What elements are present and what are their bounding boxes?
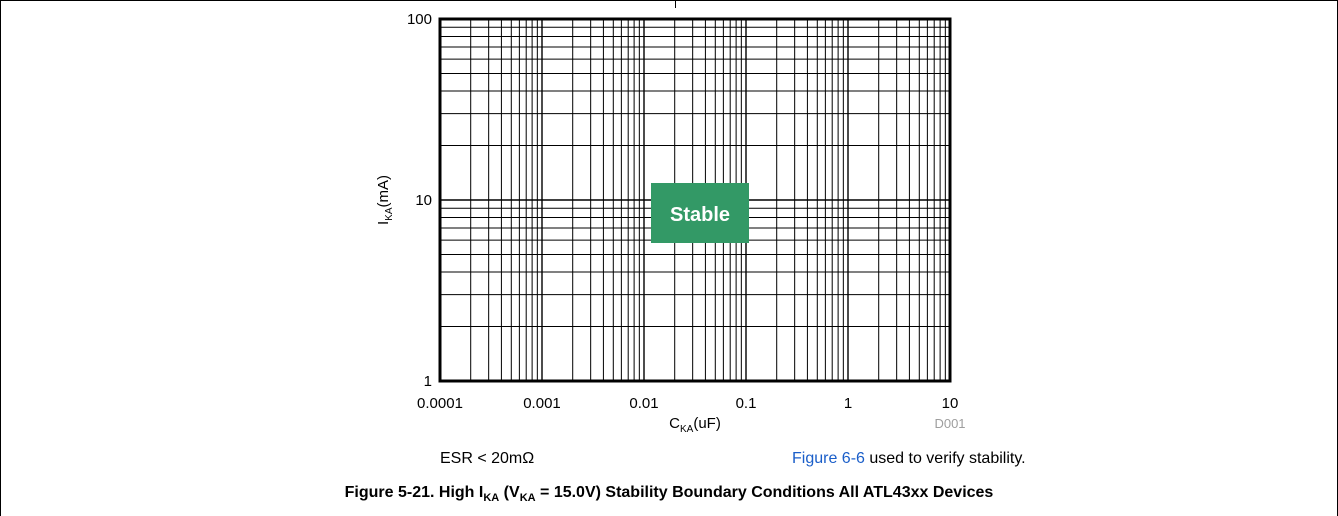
frame-top-border (0, 0, 1338, 1)
figure-code: D001 (934, 416, 965, 431)
x-tick-label: 0.001 (523, 395, 561, 412)
x-tick-label: 0.1 (736, 395, 757, 412)
y-tick-label: 1 (424, 373, 432, 390)
x-tick-label: 10 (942, 395, 959, 412)
frame-divider-tick (675, 0, 676, 8)
figure-caption: Figure 5-21. High IKA (VKA = 15.0V) Stab… (0, 484, 1338, 504)
x-tick-label: 1 (844, 395, 852, 412)
x-tick-label: 0.01 (629, 395, 658, 412)
y-axis-label-main: I (375, 221, 392, 225)
verify-note: Figure 6-6 used to verify stability. (792, 450, 1026, 468)
figure-6-6-link[interactable]: Figure 6-6 (792, 450, 865, 467)
x-axis-label: CKA(uF) (669, 415, 721, 435)
y-tick-label: 100 (407, 11, 432, 28)
plot-border (438, 17, 952, 383)
x-tick-labels: 0.0001 0.001 0.01 0.1 1 10 (417, 395, 958, 412)
verify-note-text: used to verify stability. (864, 450, 1026, 467)
caption-part1: Figure 5-21. High I (344, 484, 484, 501)
stable-region-label: Stable (670, 204, 730, 226)
y-axis-label: IKA(mA) (375, 175, 395, 225)
caption-sub1: KA (483, 492, 500, 505)
y-axis-label-sub: KA (384, 207, 395, 221)
y-tick-label: 10 (415, 192, 432, 209)
x-axis-label-unit: (uF) (693, 415, 721, 432)
caption-part3: = 15.0V) Stability Boundary Conditions A… (535, 484, 994, 501)
caption-part2: (V (499, 484, 520, 501)
x-axis-label-sub: KA (680, 424, 694, 435)
y-axis-label-unit: (mA) (375, 175, 392, 208)
caption-sub2: KA (519, 492, 536, 505)
stable-region: Stable (651, 183, 749, 243)
x-tick-label: 0.0001 (417, 395, 463, 412)
x-axis-label-main: C (669, 415, 680, 432)
y-tick-labels: 1 10 100 (407, 11, 432, 390)
stable-region-box (651, 183, 749, 243)
esr-note: ESR < 20mΩ (440, 450, 535, 467)
frame-left-border (0, 0, 1, 516)
